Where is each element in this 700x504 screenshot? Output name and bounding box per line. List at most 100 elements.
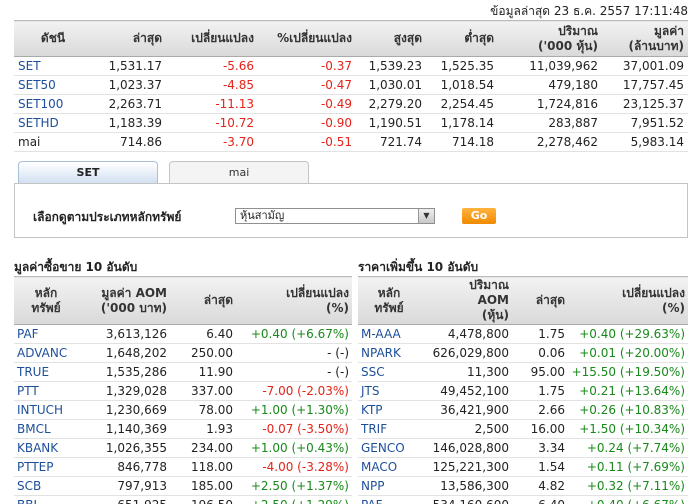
price-change: +0.32 (+7.11%)	[568, 476, 688, 496]
index-pct-change: -0.51	[258, 132, 356, 152]
index-name-link[interactable]: SET	[14, 56, 92, 76]
col-aom-value: มูลค่า AOM ('000 บาท)	[78, 276, 170, 325]
go-button[interactable]: Go	[462, 208, 496, 224]
index-name-link[interactable]: mai	[14, 132, 92, 152]
index-pct-change: -0.49	[258, 94, 356, 114]
index-change: -10.72	[166, 113, 258, 133]
index-name-link[interactable]: SETHD	[14, 113, 92, 133]
index-summary-table: ดัชนี ล่าสุด เปลี่ยนแปลง %เปลี่ยนแปลง สู…	[14, 20, 688, 152]
price-change: - (-)	[236, 343, 352, 363]
col-change: เปลี่ยนแปลง	[166, 20, 258, 57]
col-index: ดัชนี	[14, 20, 92, 57]
last-price: 337.00	[170, 381, 236, 401]
table-row: SCB 797,913 185.00 +2.50 (+1.37%)	[14, 476, 352, 496]
symbol-link[interactable]: GENCO	[358, 438, 420, 458]
symbol-link[interactable]: BBL	[14, 495, 78, 504]
aom-volume: 146,028,800	[420, 438, 512, 458]
price-change: +15.50 (+19.50%)	[568, 362, 688, 382]
tab-set[interactable]: SET	[18, 161, 158, 183]
col-volume: ปริมาณ ('000 หุ้น)	[498, 20, 602, 57]
price-change: +1.00 (+0.43%)	[236, 438, 352, 458]
symbol-link[interactable]: TRUE	[14, 362, 78, 382]
price-change: +0.40 (+6.67%)	[236, 324, 352, 344]
table-row: TRIF 2,500 16.00 +1.50 (+10.34%)	[358, 419, 688, 439]
table-row: MACO 125,221,300 1.54 +0.11 (+7.69%)	[358, 457, 688, 477]
table-row: KTP 36,421,900 2.66 +0.26 (+10.83%)	[358, 400, 688, 420]
col-pct-change: %เปลี่ยนแปลง	[258, 20, 356, 57]
index-change: -11.13	[166, 94, 258, 114]
price-change: +2.50 (+1.37%)	[236, 476, 352, 496]
last-price: 16.00	[512, 419, 568, 439]
price-change: +0.11 (+7.69%)	[568, 457, 688, 477]
aom-value: 797,913	[78, 476, 170, 496]
symbol-link[interactable]: TRIF	[358, 419, 420, 439]
aom-value: 846,778	[78, 457, 170, 477]
index-value: 23,125.37	[602, 94, 688, 114]
top-gainers-header-row: หลัก ทรัพย์ ปริมาณ AOM (หุ้น) ล่าสุด เปลี่ย…	[358, 276, 688, 325]
symbol-link[interactable]: KBANK	[14, 438, 78, 458]
symbol-link[interactable]: NPARK	[358, 343, 420, 363]
table-row: SSC 11,300 95.00 +15.50 (+19.50%)	[358, 362, 688, 382]
last-price: 1.75	[512, 324, 568, 344]
symbol-link[interactable]: PAF	[14, 324, 78, 344]
aom-volume: 13,586,300	[420, 476, 512, 496]
aom-value: 1,230,669	[78, 400, 170, 420]
last-price: 3.34	[512, 438, 568, 458]
symbol-link[interactable]: SCB	[14, 476, 78, 496]
symbol-link[interactable]: M-AAA	[358, 324, 420, 344]
aom-volume: 534,160,600	[420, 495, 512, 504]
symbol-link[interactable]: PAF	[358, 495, 420, 504]
index-volume: 283,887	[498, 113, 602, 133]
last-price: 6.40	[170, 324, 236, 344]
index-low: 714.18	[426, 132, 498, 152]
col-last: ล่าสุด	[92, 20, 166, 57]
index-low: 1,525.35	[426, 56, 498, 76]
symbol-link[interactable]: PTTEP	[14, 457, 78, 477]
col-last: ล่าสุด	[512, 276, 568, 325]
index-name-link[interactable]: SET100	[14, 94, 92, 114]
col-low: ต่ำสุด	[426, 20, 498, 57]
index-name-link[interactable]: SET50	[14, 75, 92, 95]
last-price: 1.54	[512, 457, 568, 477]
symbol-link[interactable]: BMCL	[14, 419, 78, 439]
security-type-select[interactable]: หุ้นสามัญ ▼	[235, 208, 435, 224]
index-high: 1,190.51	[356, 113, 426, 133]
index-high: 2,279.20	[356, 94, 426, 114]
index-value: 5,983.14	[602, 132, 688, 152]
symbol-link[interactable]: ADVANC	[14, 343, 78, 363]
col-symbol: หลัก ทรัพย์	[14, 276, 78, 325]
index-row: mai 714.86 -3.70 -0.51 721.74 714.18 2,278,462…	[14, 132, 688, 152]
col-aom-volume: ปริมาณ AOM (หุ้น)	[420, 276, 512, 325]
symbol-link[interactable]: MACO	[358, 457, 420, 477]
tab-mai[interactable]: mai	[169, 161, 309, 183]
symbol-link[interactable]: SSC	[358, 362, 420, 382]
chevron-down-icon[interactable]: ▼	[418, 209, 434, 223]
index-row: SET50 1,023.37 -4.85 -0.47 1,030.01 1,018.54 4…	[14, 75, 688, 95]
price-change: +1.00 (+1.30%)	[236, 400, 352, 420]
index-high: 721.74	[356, 132, 426, 152]
symbol-link[interactable]: NPP	[358, 476, 420, 496]
symbol-link[interactable]: INTUCH	[14, 400, 78, 420]
table-row: GENCO 146,028,800 3.34 +0.24 (+7.74%)	[358, 438, 688, 458]
price-change: -7.00 (-2.03%)	[236, 381, 352, 401]
price-change: +0.40 (+29.63%)	[568, 324, 688, 344]
last-price: 1.75	[512, 381, 568, 401]
table-row: KBANK 1,026,355 234.00 +1.00 (+0.43%)	[14, 438, 352, 458]
aom-value: 1,648,202	[78, 343, 170, 363]
symbol-link[interactable]: KTP	[358, 400, 420, 420]
last-price: 118.00	[170, 457, 236, 477]
index-row: SET 1,531.17 -5.66 -0.37 1,539.23 1,525.35 11,…	[14, 56, 688, 76]
col-last: ล่าสุด	[170, 276, 236, 325]
index-change: -4.85	[166, 75, 258, 95]
col-high: สูงสุด	[356, 20, 426, 57]
aom-value: 1,026,355	[78, 438, 170, 458]
index-row: SET100 2,263.71 -11.13 -0.49 2,279.20 2,254.4…	[14, 94, 688, 114]
symbol-link[interactable]: PTT	[14, 381, 78, 401]
last-price: 0.06	[512, 343, 568, 363]
symbol-link[interactable]: JTS	[358, 381, 420, 401]
table-row: M-AAA 4,478,800 1.75 +0.40 (+29.63%)	[358, 324, 688, 344]
last-price: 95.00	[512, 362, 568, 382]
aom-value: 3,613,126	[78, 324, 170, 344]
last-price: 78.00	[170, 400, 236, 420]
index-volume: 1,724,816	[498, 94, 602, 114]
